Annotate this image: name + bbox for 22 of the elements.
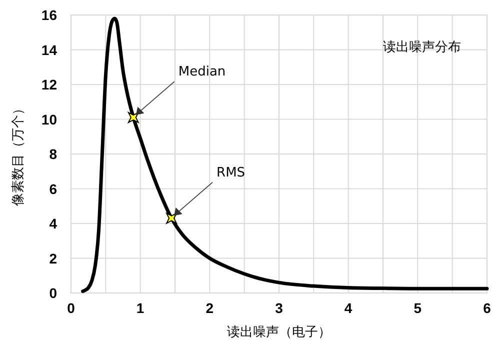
y-tick-label: 2 <box>49 250 58 266</box>
annotation: Median <box>178 64 226 80</box>
x-tick-label: 5 <box>414 300 422 316</box>
y-tick-label: 12 <box>41 76 58 92</box>
y-tick-label: 8 <box>49 146 58 162</box>
x-tick-label: 0 <box>67 300 76 316</box>
y-tick-label: 10 <box>41 111 58 128</box>
y-tick-label: 6 <box>49 180 58 197</box>
x-axis-title: 读出噪声（电子） <box>227 325 331 340</box>
y-tick-label: 14 <box>41 42 58 58</box>
y-tick-label: 4 <box>49 216 58 232</box>
y-tick-label: 0 <box>49 285 58 301</box>
annotation: RMS <box>216 165 246 180</box>
x-tick-label: 2 <box>206 300 214 316</box>
x-tick-label: 1 <box>136 300 144 316</box>
x-tick-label: 4 <box>344 300 352 316</box>
line-series <box>81 16 489 294</box>
y-axis-title: 像素数目（万个） <box>11 102 26 206</box>
y-tick-label: 16 <box>41 7 58 23</box>
x-tick-label: 3 <box>275 300 284 316</box>
x-tick-label: 6 <box>483 300 492 316</box>
text: 读出噪声分布 <box>383 40 461 55</box>
